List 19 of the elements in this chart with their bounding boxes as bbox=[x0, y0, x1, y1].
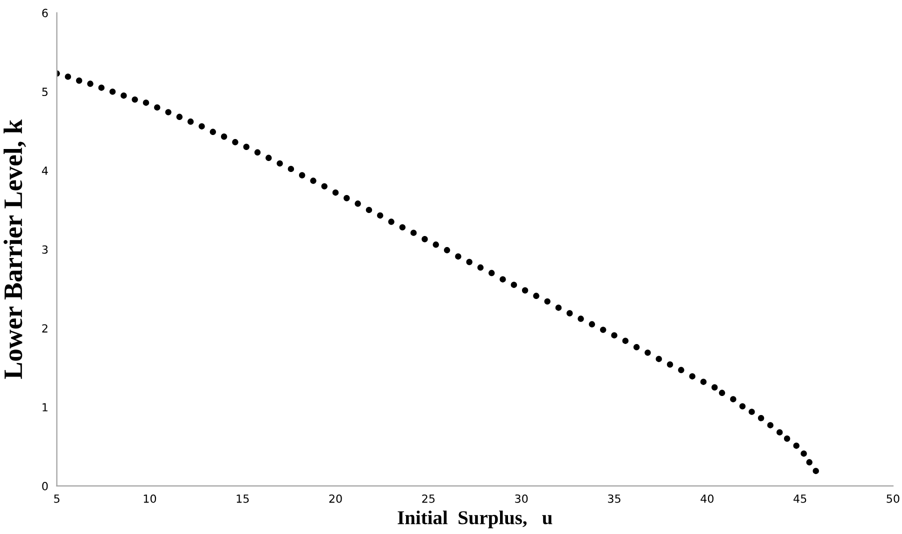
x-axis-title: Initial Surplus, u bbox=[398, 510, 552, 528]
y-tick-label: 0 bbox=[42, 482, 48, 490]
x-tick-label: 40 bbox=[700, 494, 714, 503]
y-tick-label: 1 bbox=[42, 403, 48, 412]
x-tick-label: 45 bbox=[794, 494, 806, 503]
x-tick-label: 25 bbox=[422, 494, 435, 503]
y-tick-label: 2 bbox=[42, 324, 48, 332]
x-tick-label: 35 bbox=[608, 494, 620, 503]
y-tick-label: 4 bbox=[42, 166, 48, 175]
x-tick-label: 30 bbox=[515, 494, 528, 503]
x-tick-label: 20 bbox=[329, 494, 342, 503]
y-tick-label: 3 bbox=[42, 245, 48, 254]
y-tick-label: 6 bbox=[42, 8, 48, 18]
x-tick-label: 15 bbox=[236, 494, 249, 503]
y-tick-label: 5 bbox=[42, 88, 48, 96]
x-tick-label: 5 bbox=[54, 494, 60, 503]
x-tick-label: 50 bbox=[886, 494, 900, 503]
x-tick-label: 10 bbox=[144, 494, 156, 503]
y-axis-title: Lower Barrier Level, k bbox=[4, 119, 26, 379]
